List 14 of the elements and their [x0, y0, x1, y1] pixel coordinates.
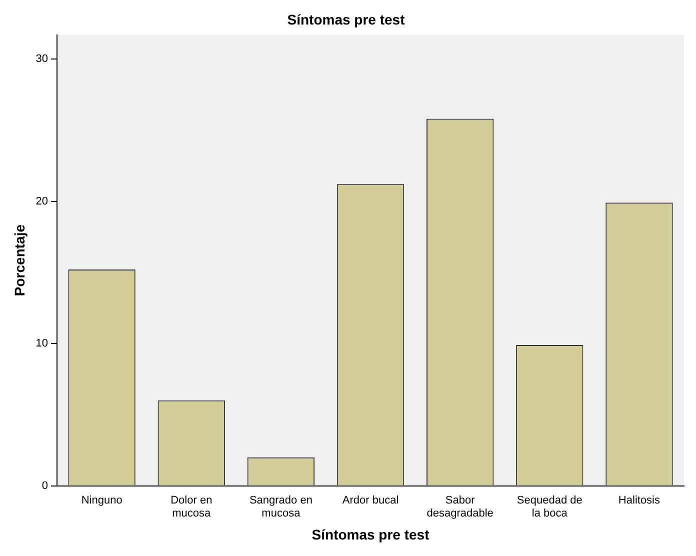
chart-title: Síntomas pre test — [287, 11, 406, 28]
x-axis-title: Síntomas pre test — [312, 526, 430, 542]
y-tick-label: 10 — [36, 338, 48, 350]
x-tick-label: Ardor bucal — [342, 494, 399, 506]
x-tick-label: Dolor en mucosa — [170, 494, 212, 520]
y-tick-label: 0 — [42, 480, 48, 492]
y-tick-label: 30 — [36, 53, 48, 66]
x-tick-label: Sequedad de la boca — [516, 494, 582, 520]
x-tick-label: Ninguno — [81, 494, 122, 506]
y-axis-title: Porcentaje — [11, 224, 28, 296]
x-tick-label: Sangrado en mucosa — [249, 494, 312, 520]
y-tick-label: 20 — [36, 195, 48, 208]
x-tick-label: Halitosis — [618, 494, 660, 506]
x-tick-label: Sabor desagradable — [426, 494, 494, 520]
